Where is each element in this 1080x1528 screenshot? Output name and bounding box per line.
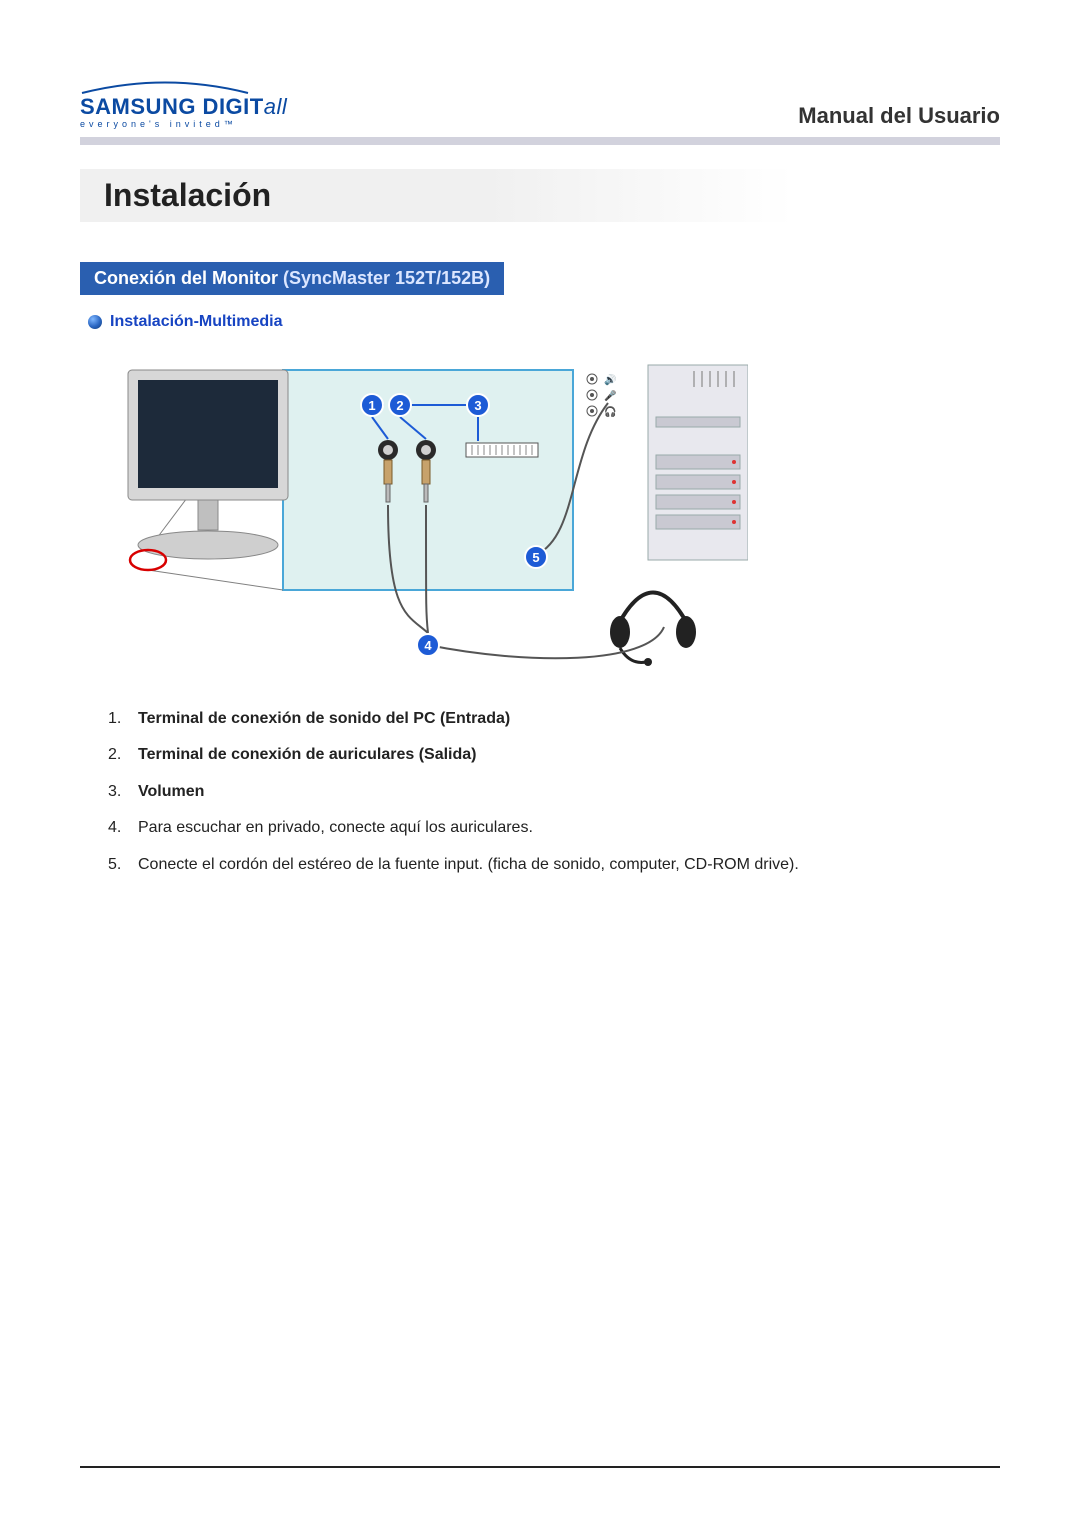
manual-title: Manual del Usuario	[798, 103, 1000, 129]
brand-logo: SAMSUNG DIGITall everyone's invited™	[80, 80, 287, 129]
header: SAMSUNG DIGITall everyone's invited™ Man…	[80, 80, 1000, 129]
diagram-svg: 🔊🎤🎧12345	[108, 355, 748, 675]
list-number: 4.	[108, 817, 128, 839]
logo-brand-main: SAMSUNG DIGIT	[80, 94, 264, 119]
section-banner-fade	[485, 169, 1000, 222]
numbered-list: 1. Terminal de conexión de sonido del PC …	[108, 708, 1000, 876]
logo-text: SAMSUNG DIGITall	[80, 96, 287, 118]
subsection-model: (SyncMaster 152T/152B)	[283, 268, 490, 288]
header-divider	[80, 137, 1000, 145]
list-item: 5. Conecte el cordón del estéreo de la fu…	[108, 854, 1000, 876]
section-banner: Instalación	[80, 169, 1000, 222]
svg-text:🔊: 🔊	[604, 373, 616, 386]
footer-divider	[80, 1466, 1000, 1468]
list-item: 4. Para escuchar en privado, conecte aquí…	[108, 817, 1000, 839]
logo-swoosh-icon	[80, 80, 250, 94]
subsection-prefix: Conexión del Monitor	[94, 268, 283, 288]
svg-text:🎤: 🎤	[604, 389, 617, 402]
connection-diagram: 🔊🎤🎧12345	[108, 355, 1000, 680]
svg-text:3: 3	[474, 398, 481, 413]
list-number: 1.	[108, 708, 128, 730]
list-number: 5.	[108, 854, 128, 876]
svg-text:2: 2	[396, 398, 403, 413]
list-text: Terminal de conexión de sonido del PC (E…	[138, 708, 510, 730]
logo-tagline: everyone's invited™	[80, 120, 287, 129]
list-text: Volumen	[138, 781, 204, 803]
subsection-bar: Conexión del Monitor (SyncMaster 152T/15…	[80, 262, 504, 295]
svg-text:1: 1	[368, 398, 375, 413]
svg-text:4: 4	[424, 638, 432, 653]
sub-link-row: Instalación-Multimedia	[88, 313, 1000, 331]
section-title: Instalación	[80, 169, 485, 222]
logo-brand-italic: all	[264, 94, 288, 119]
globe-bullet-icon	[88, 315, 102, 329]
list-text: Para escuchar en privado, conecte aquí l…	[138, 817, 533, 839]
list-text: Terminal de conexión de auriculares (Sal…	[138, 744, 476, 766]
list-number: 2.	[108, 744, 128, 766]
page: SAMSUNG DIGITall everyone's invited™ Man…	[0, 0, 1080, 876]
list-item: 3. Volumen	[108, 781, 1000, 803]
list-item: 1. Terminal de conexión de sonido del PC …	[108, 708, 1000, 730]
list-text: Conecte el cordón del estéreo de la fuen…	[138, 854, 799, 876]
multimedia-link[interactable]: Instalación-Multimedia	[110, 313, 282, 331]
list-number: 3.	[108, 781, 128, 803]
svg-text:5: 5	[532, 550, 539, 565]
list-item: 2. Terminal de conexión de auriculares (S…	[108, 744, 1000, 766]
